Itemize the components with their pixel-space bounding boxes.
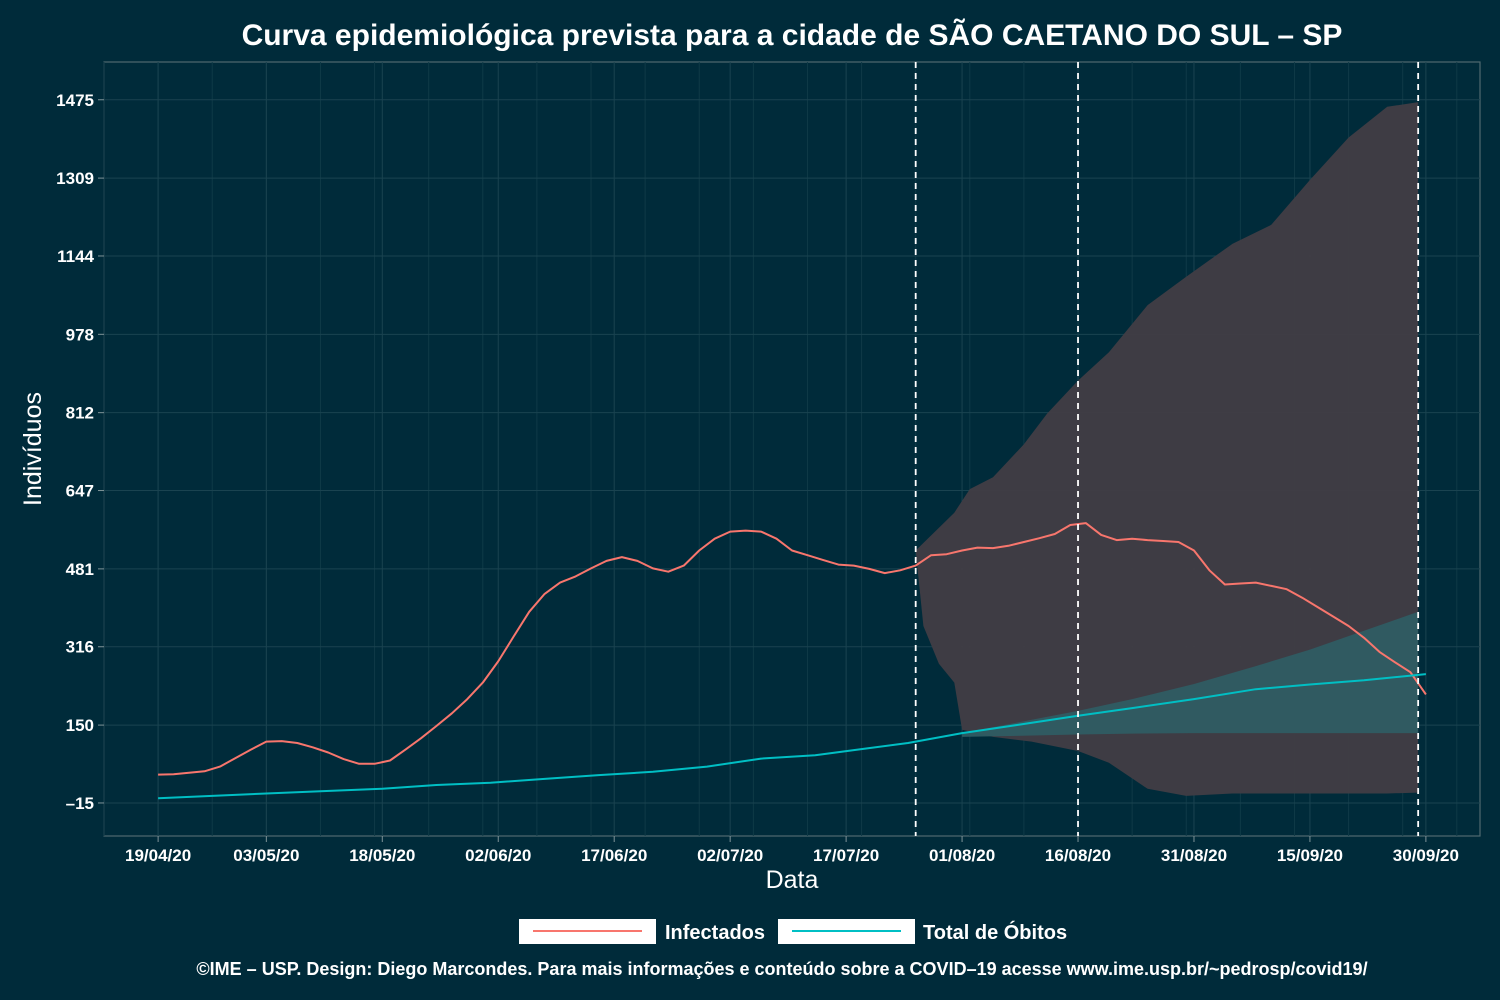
x-tick-label: 02/07/20 bbox=[697, 846, 763, 865]
series-line-infectados bbox=[158, 522, 1427, 776]
x-tick-label: 01/08/20 bbox=[929, 846, 995, 865]
x-axis-title: Data bbox=[766, 866, 819, 894]
series-line-obitos bbox=[158, 673, 1426, 800]
y-tick-label: 1475 bbox=[56, 91, 94, 110]
x-tick-label: 15/09/20 bbox=[1277, 846, 1343, 865]
y-tick-label: 150 bbox=[66, 716, 94, 735]
y-tick-label: 978 bbox=[66, 325, 94, 344]
y-tick-label: 316 bbox=[66, 638, 94, 657]
legend-label-infectados: Infectados bbox=[665, 922, 765, 944]
x-tick-label: 18/05/20 bbox=[349, 846, 415, 865]
legend-label-obitos: Total de Óbitos bbox=[923, 920, 1067, 944]
x-tick-label: 16/08/20 bbox=[1045, 846, 1111, 865]
vertical-markers bbox=[914, 62, 1420, 836]
x-tick-label: 31/08/20 bbox=[1161, 846, 1227, 865]
y-tick-label: –15 bbox=[66, 794, 94, 813]
y-tick-label: 647 bbox=[66, 482, 94, 501]
legend: Infectados Total de Óbitos bbox=[519, 919, 1067, 944]
y-tick-label: 481 bbox=[66, 560, 94, 579]
x-axis: 19/04/20 03/05/20 18/05/20 02/06/20 17/06/20… bbox=[125, 836, 1459, 865]
y-tick-label: 812 bbox=[66, 404, 94, 423]
forecast-bands bbox=[915, 102, 1419, 796]
x-tick-label: 30/09/20 bbox=[1393, 846, 1459, 865]
y-axis: –15 150 316 481 647 812 978 1144 1309 1475 bbox=[56, 91, 104, 813]
caption: ©IME – USP. Design: Diego Marcondes. Par… bbox=[196, 959, 1367, 979]
chart-title: Curva epidemiológica prevista para a cid… bbox=[242, 18, 1343, 52]
x-tick-label: 03/05/20 bbox=[233, 846, 299, 865]
x-tick-label: 17/06/20 bbox=[581, 846, 647, 865]
x-tick-label: 17/07/20 bbox=[813, 846, 879, 865]
y-tick-label: 1309 bbox=[56, 169, 94, 188]
y-tick-label: 1144 bbox=[57, 247, 94, 266]
x-tick-label: 02/06/20 bbox=[465, 846, 531, 865]
forecast-band-infectados bbox=[915, 102, 1419, 796]
forecast-band-obitos bbox=[962, 611, 1419, 737]
x-tick-label: 19/04/20 bbox=[125, 846, 191, 865]
y-axis-title: Indivíduos bbox=[19, 392, 47, 506]
series-lines bbox=[158, 522, 1427, 800]
